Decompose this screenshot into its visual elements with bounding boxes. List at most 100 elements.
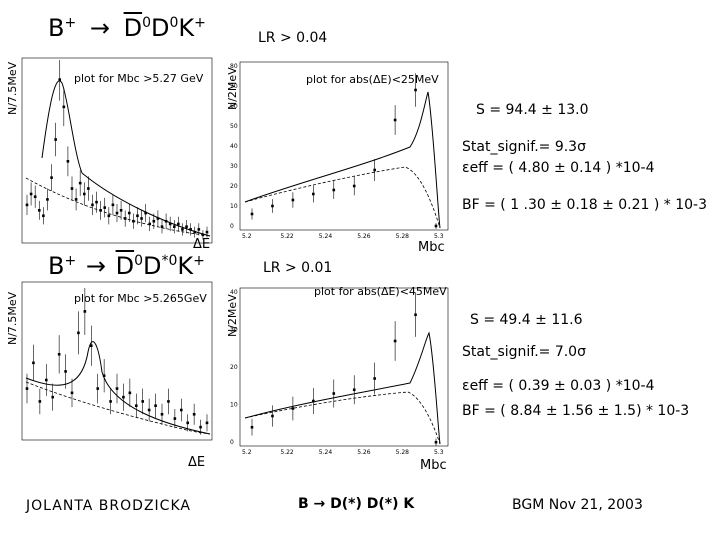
tl-point xyxy=(156,217,160,220)
tl-point xyxy=(46,198,49,201)
top-right-xlabel: Mbc xyxy=(418,240,445,255)
tl-point xyxy=(152,219,156,223)
bl-point xyxy=(154,404,157,408)
tr-point xyxy=(434,224,438,228)
tl-point xyxy=(103,206,107,209)
bl-point xyxy=(147,408,151,412)
bl-point xyxy=(134,404,138,408)
tl-point xyxy=(172,225,176,228)
bl-point xyxy=(96,387,100,390)
bl-point xyxy=(77,331,80,335)
tl-point xyxy=(144,211,147,215)
bl-point xyxy=(57,352,61,356)
bl-point xyxy=(51,395,55,399)
br-xtick: 5.2 xyxy=(242,449,252,456)
br-xtick: 5.24 xyxy=(319,449,333,456)
tr-point xyxy=(332,188,336,192)
br-point xyxy=(271,414,274,418)
tr-ytick: 60 xyxy=(230,103,238,110)
tl-point xyxy=(148,222,152,226)
tl-point xyxy=(177,222,180,226)
bl-point xyxy=(102,374,106,378)
br-ytick: 10 xyxy=(230,402,238,409)
tr-xtick: 5.24 xyxy=(319,233,333,240)
bottom-significance: Stat_signif.= 7.0σ xyxy=(462,344,586,360)
br-ytick: 40 xyxy=(230,289,238,296)
tr-point xyxy=(393,118,397,122)
tl-point xyxy=(132,219,135,223)
bl-point xyxy=(192,412,196,416)
tr-point xyxy=(352,184,356,188)
tl-point xyxy=(37,209,41,212)
tl-point xyxy=(99,209,102,212)
bl-point xyxy=(89,344,93,348)
bottom-left-cut: plot for Mbc >5.265GeV xyxy=(74,292,207,305)
tl-point xyxy=(140,217,143,220)
tr-ytick: 70 xyxy=(230,83,238,90)
tl-point xyxy=(78,181,82,185)
bottom-left-ylabel: N/7.5MeV xyxy=(6,291,19,345)
footer-topic: B → D(*) D(*) K xyxy=(298,496,415,512)
tl-point xyxy=(62,105,66,109)
bottom-right-cut: plot for abs(ΔE)<45MeV xyxy=(314,285,447,298)
tl-point xyxy=(119,209,123,212)
bl-point xyxy=(167,400,170,403)
tl-point xyxy=(127,211,131,215)
top-lr-cut: LR > 0.04 xyxy=(258,30,328,46)
bl-point xyxy=(25,387,29,390)
bottom-branching-fraction: BF = ( 8.84 ± 1.56 ± 1.5) * 10-3 xyxy=(462,403,690,419)
bl-point xyxy=(32,361,35,365)
br-point xyxy=(434,440,438,444)
tl-point xyxy=(111,203,115,207)
tl-point xyxy=(25,203,29,207)
bl-point xyxy=(173,417,177,420)
bottom-efficiency: εeff = ( 0.39 ± 0.03 ) *10-4 xyxy=(462,378,655,394)
tr-ytick: 10 xyxy=(230,203,238,210)
br-xtick: 5.26 xyxy=(357,449,371,456)
tl-point xyxy=(87,187,90,190)
tr-xtick: 5.28 xyxy=(396,233,410,240)
br-ytick: 0 xyxy=(230,439,234,446)
br-xtick: 5.28 xyxy=(396,449,410,456)
tl-point xyxy=(107,214,111,218)
tl-point xyxy=(136,214,139,218)
bottom-left-xlabel: ΔE xyxy=(188,455,206,470)
tr-ytick: 80 xyxy=(230,63,238,70)
bl-point xyxy=(70,391,74,395)
br-point xyxy=(414,313,417,317)
bl-point xyxy=(83,310,87,313)
bottom-left-de-plot xyxy=(21,281,213,441)
bl-point xyxy=(199,425,202,429)
bl-point xyxy=(109,400,112,403)
tl-point xyxy=(205,230,209,234)
br-point xyxy=(312,399,315,403)
tl-point xyxy=(66,160,70,163)
br-xtick: 5.22 xyxy=(280,449,294,456)
tr-ytick: 40 xyxy=(230,143,238,150)
br-point xyxy=(332,392,336,395)
top-left-xlabel: ΔE xyxy=(193,237,211,252)
top-right-mbc-plot: 5.2 5.22 5.24 5.26 5.28 5.3 80 70 60 50 40 30 20 10 0 xyxy=(230,61,449,240)
bl-point xyxy=(186,421,190,425)
tr-point xyxy=(291,198,295,202)
br-ytick: 30 xyxy=(230,327,238,334)
tl-point xyxy=(50,176,53,179)
top-left-ylabel: N/7.5MeV xyxy=(6,61,19,115)
bl-point xyxy=(115,387,119,390)
tl-point xyxy=(197,228,201,231)
bl-point xyxy=(205,421,209,425)
bottom-right-mbc-plot: 5.2 5.22 5.24 5.26 5.28 5.3 40 30 20 10 0 xyxy=(230,287,449,456)
tl-point xyxy=(33,195,37,199)
bl-point xyxy=(141,400,145,403)
tr-xtick: 5.2 xyxy=(242,233,252,240)
bottom-lr-cut: LR > 0.01 xyxy=(263,260,333,276)
tl-point xyxy=(74,198,78,201)
tr-point xyxy=(271,204,274,208)
tr-ytick: 50 xyxy=(230,123,238,130)
tr-xtick: 5.22 xyxy=(280,233,294,240)
bl-point xyxy=(179,408,183,412)
bl-point xyxy=(160,412,164,416)
br-point xyxy=(250,425,254,429)
bl-point xyxy=(38,400,42,403)
top-significance: Stat_signif.= 9.3σ xyxy=(462,139,586,155)
